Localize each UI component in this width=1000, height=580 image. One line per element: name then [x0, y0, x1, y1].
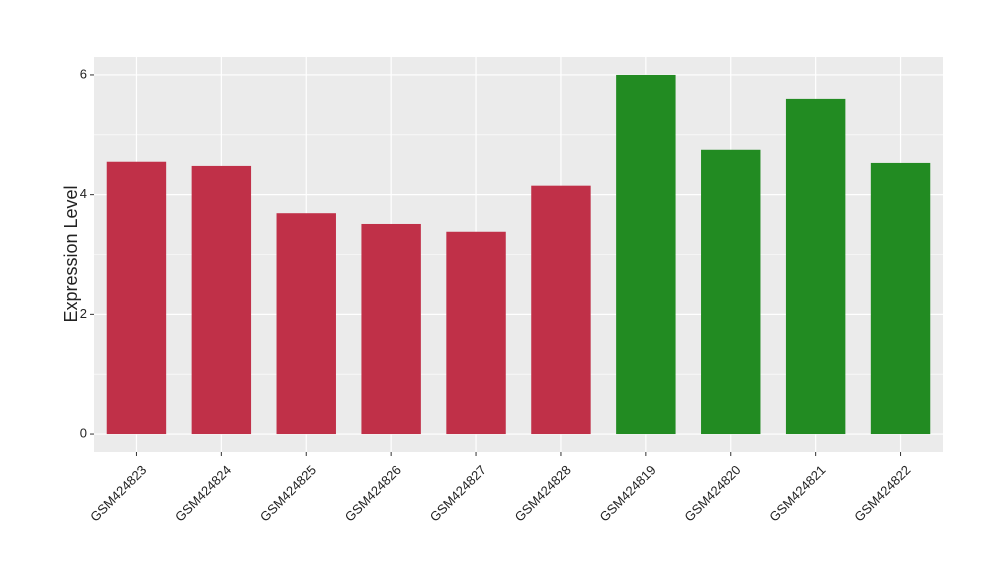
- bar: [106, 161, 167, 435]
- x-tick-label: GSM424823: [87, 462, 149, 524]
- bar: [191, 165, 252, 435]
- bar: [276, 213, 336, 435]
- y-tick-label: 2: [80, 306, 87, 321]
- x-tick-label: GSM424826: [342, 462, 404, 524]
- x-tick-label: GSM424819: [597, 462, 659, 524]
- bar: [531, 185, 591, 435]
- y-tick-label: 0: [80, 425, 87, 440]
- x-tick-label: GSM424821: [766, 462, 828, 524]
- bar: [785, 98, 846, 435]
- x-tick-label: GSM424824: [172, 462, 234, 524]
- y-tick-label: 4: [80, 186, 87, 201]
- y-axis-label: Expression Level: [61, 185, 81, 322]
- x-tick-label: GSM424825: [257, 462, 319, 524]
- bar: [446, 231, 506, 435]
- x-tick-label: GSM424822: [851, 462, 913, 524]
- y-tick-label: 6: [80, 66, 87, 81]
- x-tick-label: GSM424820: [681, 462, 743, 524]
- bar: [616, 74, 676, 435]
- bar: [701, 149, 761, 435]
- bar: [870, 162, 931, 435]
- x-tick-label: GSM424827: [427, 462, 489, 524]
- bar: [361, 223, 421, 435]
- bars: [106, 74, 931, 435]
- x-tick-label: GSM424828: [512, 462, 574, 524]
